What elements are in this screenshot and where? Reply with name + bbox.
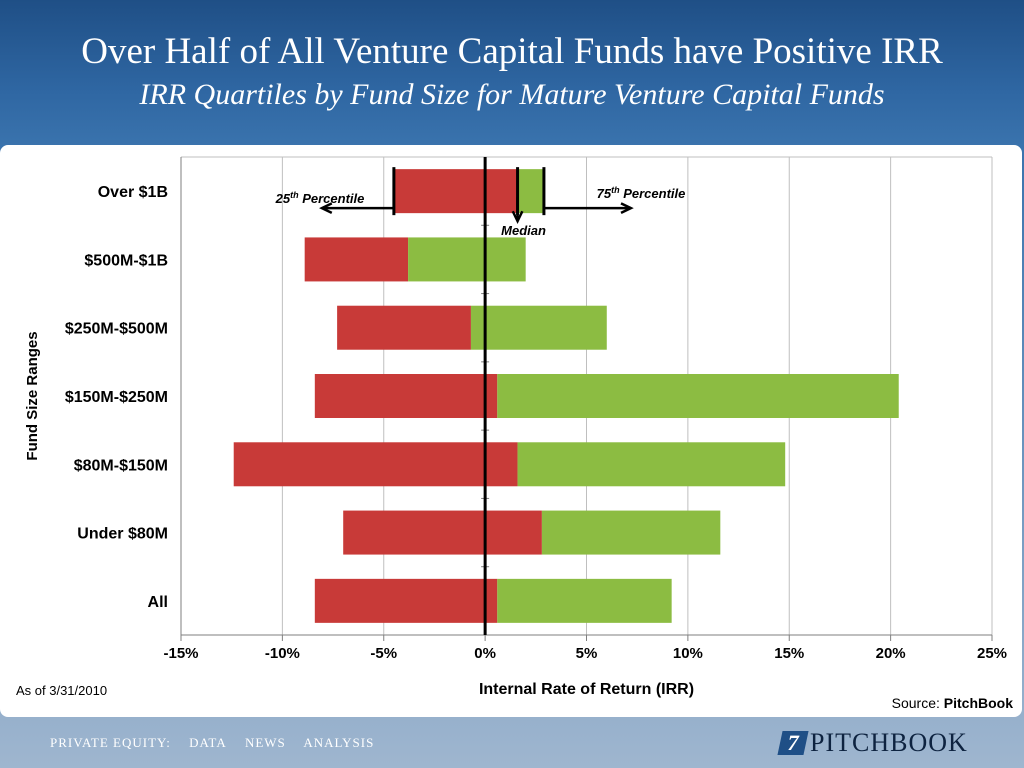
y-category-label: $80M-$150M [74, 457, 168, 474]
footer-nav: PRIVATE EQUITY: DATA NEWS ANALYSIS [50, 735, 388, 751]
bar-segment-lower [337, 305, 471, 350]
x-tick-label: 20% [876, 645, 906, 662]
p25-arrow-head [319, 202, 333, 215]
p75-label-number: 75 [597, 186, 612, 201]
y-category-label: $150M-$250M [65, 389, 168, 406]
source-note: Source: PitchBook [892, 695, 1014, 711]
footer-nav-analysis[interactable]: ANALYSIS [303, 735, 375, 750]
p25-label-number: 25 [275, 191, 291, 206]
p25-label: 25th Percentile [275, 190, 365, 206]
y-category-label: $250M-$500M [65, 321, 168, 338]
chart-axes [180, 157, 993, 641]
x-tick-label: -5% [370, 645, 397, 662]
pitchbook-logo-icon: 7 [777, 730, 809, 755]
median-arrow-head [511, 210, 524, 225]
x-axis-title: Internal Rate of Return (IRR) [479, 681, 694, 698]
x-tick-label: -10% [265, 645, 300, 662]
bar-segment-upper [408, 237, 526, 282]
bar-segment-upper [517, 442, 786, 487]
footer-nav-news[interactable]: NEWS [244, 735, 286, 750]
bar-segment-lower [304, 237, 409, 282]
y-category-label: Over $1B [98, 184, 168, 201]
p75-arrow-head [620, 202, 634, 215]
p75-label-suffix: Percentile [620, 186, 686, 201]
median-label: Median [501, 223, 546, 238]
x-tick-label: 15% [774, 645, 804, 662]
bar-segment-lower [314, 374, 498, 418]
pitchbook-logo: 7 PITCHBOOK [777, 727, 968, 759]
y-category-label: $500M-$1B [84, 252, 168, 269]
bar-segment-lower [393, 169, 518, 214]
source-label: Source: [892, 695, 944, 711]
slide-title: Over Half of All Venture Capital Funds h… [81, 31, 943, 72]
footer-nav-data[interactable]: DATA [189, 735, 227, 750]
y-axis-title: Fund Size Ranges [24, 331, 41, 460]
bar-segment-upper [470, 305, 607, 350]
x-tick-label: 10% [673, 645, 703, 662]
pitchbook-logo-text: PITCHBOOK [810, 728, 968, 757]
source-name: PitchBook [944, 695, 1013, 711]
p25-label-suffix: Percentile [299, 191, 365, 206]
bar-segment-upper [541, 510, 721, 555]
p75-label-sup: th [611, 185, 620, 195]
bar-segment-upper [497, 374, 899, 418]
bar-segment-lower [314, 578, 498, 623]
p75-label: 75th Percentile [597, 185, 686, 201]
slide-header: Over Half of All Venture Capital Funds h… [0, 0, 1024, 145]
footer-nav-private-equity[interactable]: PRIVATE EQUITY: [50, 735, 171, 750]
chart-panel: 25th Percentile 75th Percentile Median -15… [0, 145, 1022, 717]
chart-bars [233, 169, 899, 623]
x-tick-label: 25% [977, 645, 1007, 662]
x-tick-label: 0% [474, 645, 496, 662]
y-category-label: Under $80M [77, 526, 168, 543]
chart-labels: -15% -10% -5% 0% 5% 10% 15% 20% 25% Over $1B $500M… [16, 184, 1013, 711]
y-category-label: All [148, 594, 168, 611]
bar-segment-upper [497, 578, 672, 623]
x-tick-label: 5% [576, 645, 598, 662]
bar-segment-upper [517, 169, 544, 214]
bar-segment-lower [233, 442, 518, 487]
bar-segment-lower [343, 510, 542, 555]
x-tick-label: -15% [163, 645, 198, 662]
p25-label-sup: th [290, 190, 299, 200]
slide-subtitle: IRR Quartiles by Fund Size for Mature Ve… [139, 78, 885, 111]
as-of-date: As of 3/31/2010 [16, 683, 107, 698]
